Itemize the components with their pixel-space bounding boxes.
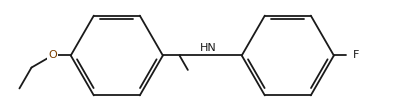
Text: O: O <box>48 51 57 60</box>
Text: HN: HN <box>200 43 217 53</box>
Text: F: F <box>353 51 359 60</box>
